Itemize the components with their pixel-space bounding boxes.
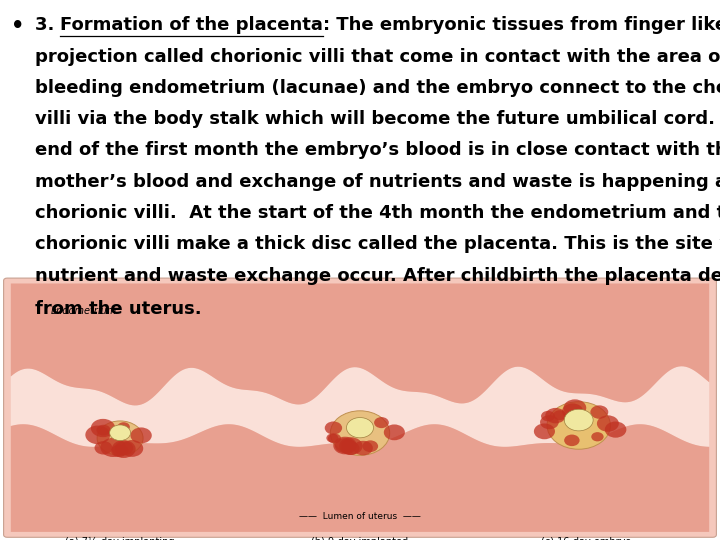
Text: end of the first month the embryo’s blood is in close contact with the: end of the first month the embryo’s bloo… [35, 141, 720, 159]
Circle shape [121, 440, 143, 457]
FancyBboxPatch shape [4, 278, 716, 537]
Circle shape [362, 440, 378, 452]
Circle shape [86, 426, 110, 444]
Circle shape [335, 438, 354, 453]
Circle shape [100, 438, 126, 457]
Circle shape [328, 434, 341, 443]
Text: (a) 7½-day implanting
     blastocyst: (a) 7½-day implanting blastocyst [66, 537, 175, 540]
Circle shape [341, 441, 359, 455]
Polygon shape [11, 366, 709, 447]
Text: (c) 16-day embryo: (c) 16-day embryo [541, 537, 631, 540]
Circle shape [605, 422, 626, 438]
Text: Endometrium: Endometrium [50, 306, 117, 316]
Circle shape [112, 440, 135, 458]
Circle shape [597, 415, 619, 432]
Circle shape [109, 425, 130, 441]
Circle shape [91, 419, 115, 437]
Circle shape [115, 441, 133, 455]
Circle shape [564, 409, 593, 431]
Circle shape [547, 402, 611, 449]
Circle shape [96, 425, 111, 435]
Text: nutrient and waste exchange occur. After childbirth the placenta detaches: nutrient and waste exchange occur. After… [35, 267, 720, 285]
Circle shape [591, 432, 603, 441]
Circle shape [341, 440, 356, 450]
Circle shape [326, 434, 338, 442]
Text: •: • [11, 16, 24, 36]
Circle shape [374, 417, 389, 428]
Circle shape [553, 410, 567, 420]
Circle shape [354, 441, 373, 455]
Circle shape [564, 400, 586, 416]
Text: 3.: 3. [35, 16, 60, 34]
Circle shape [115, 446, 129, 455]
Circle shape [339, 437, 363, 455]
Polygon shape [11, 424, 709, 532]
Circle shape [111, 445, 127, 457]
Text: :: : [323, 16, 330, 34]
Circle shape [130, 428, 152, 443]
Circle shape [534, 423, 555, 439]
Circle shape [333, 437, 357, 454]
Circle shape [117, 422, 130, 431]
Text: from the uterus.: from the uterus. [35, 300, 201, 318]
Text: bleeding endometrium (lacunae) and the embryo connect to the chorionic: bleeding endometrium (lacunae) and the e… [35, 79, 720, 97]
Circle shape [94, 441, 112, 455]
Text: Formation of the placenta: Formation of the placenta [60, 16, 323, 34]
Text: ——  Lumen of uterus  ——: —— Lumen of uterus —— [299, 512, 421, 521]
Text: The embryonic tissues from finger like: The embryonic tissues from finger like [330, 16, 720, 34]
Circle shape [541, 411, 555, 421]
Circle shape [330, 411, 390, 455]
Text: mother’s blood and exchange of nutrients and waste is happening at the: mother’s blood and exchange of nutrients… [35, 173, 720, 191]
Circle shape [384, 424, 405, 440]
Circle shape [590, 406, 608, 419]
Circle shape [325, 421, 342, 435]
Circle shape [97, 421, 143, 455]
Circle shape [545, 408, 566, 423]
Text: projection called chorionic villi that come in contact with the area of the: projection called chorionic villi that c… [35, 48, 720, 65]
Circle shape [562, 403, 583, 419]
Text: chorionic villi make a thick disc called the placenta. This is the site where: chorionic villi make a thick disc called… [35, 235, 720, 253]
Text: villi via the body stalk which will become the future umbilical cord.  By the: villi via the body stalk which will beco… [35, 110, 720, 128]
Text: chorionic villi.  At the start of the 4th month the endometrium and the: chorionic villi. At the start of the 4th… [35, 204, 720, 222]
Circle shape [540, 415, 559, 429]
Text: (b) 9-day implanted
       blastocyst: (b) 9-day implanted blastocyst [312, 537, 408, 540]
Circle shape [346, 417, 374, 438]
Circle shape [564, 435, 580, 446]
Polygon shape [11, 284, 709, 406]
